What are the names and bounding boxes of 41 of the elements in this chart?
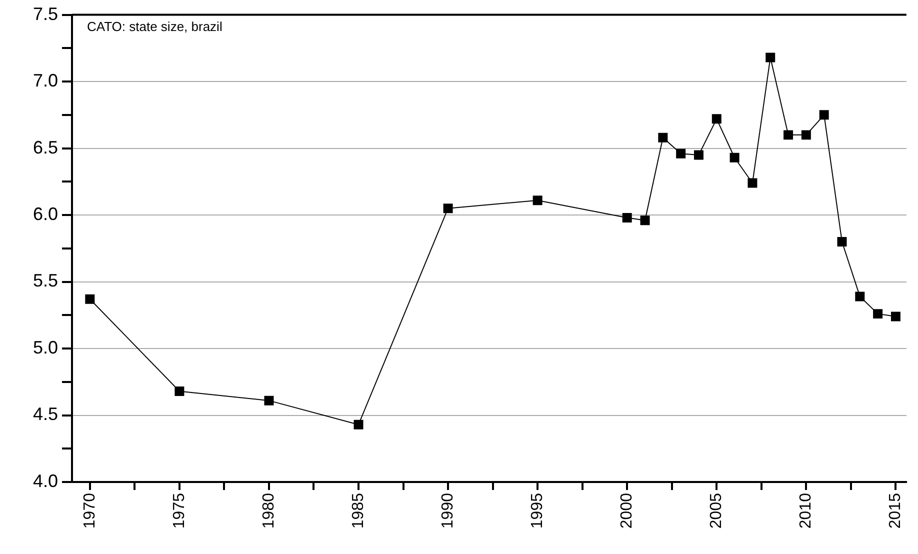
point: [694, 150, 704, 160]
x-tick-label: 2010: [798, 492, 815, 529]
point: [658, 132, 668, 142]
point: [837, 236, 847, 246]
y-tick-label: 5.0: [32, 337, 58, 358]
x-tick-label: 1985: [350, 492, 367, 529]
point: [712, 114, 722, 124]
y-tick-label: 7.0: [32, 70, 58, 91]
point: [855, 292, 865, 302]
x-tick-label: 2015: [887, 492, 904, 529]
point: [85, 294, 95, 304]
point: [174, 386, 184, 396]
point: [748, 178, 758, 188]
x-tick-label: 1970: [81, 492, 98, 529]
point: [443, 204, 453, 214]
point: [873, 309, 883, 319]
x-tick-label: 1990: [439, 492, 456, 529]
point: [354, 420, 364, 430]
y-tick-label: 6.0: [32, 204, 58, 224]
point: [766, 52, 776, 62]
y-tick-label: 4.0: [32, 470, 58, 491]
point: [532, 196, 542, 206]
point: [730, 152, 740, 162]
point: [622, 212, 632, 222]
x-tick-label: 1995: [528, 492, 546, 529]
x-tick-label: 1975: [170, 492, 188, 529]
point: [801, 130, 811, 140]
point: [819, 110, 829, 120]
point: [264, 396, 274, 406]
y-tick-label: 4.5: [32, 404, 58, 424]
x-tick-label: 2005: [708, 492, 726, 529]
chart-title: CATO: state size, brazil: [87, 18, 222, 34]
x-tick-label: 1980: [260, 492, 278, 529]
y-tick-label: 5.5: [32, 270, 58, 291]
y-tick-label: 7.5: [32, 4, 58, 24]
point: [676, 148, 686, 158]
point: [640, 216, 650, 226]
point: [784, 130, 794, 140]
point: [890, 312, 900, 322]
y-tick-label: 6.5: [32, 137, 58, 158]
x-tick-label: 2000: [618, 492, 636, 529]
